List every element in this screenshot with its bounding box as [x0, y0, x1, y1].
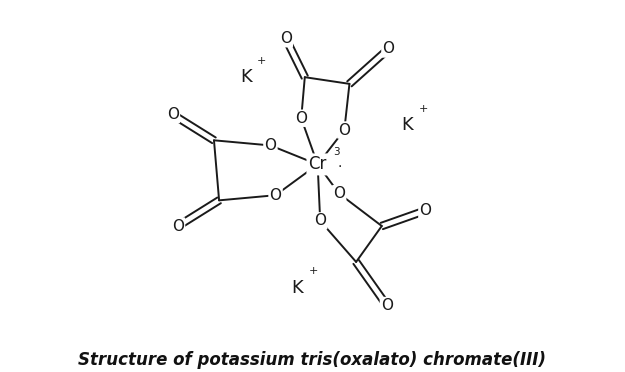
- Text: O: O: [382, 41, 394, 57]
- Text: +: +: [419, 104, 428, 113]
- Text: +: +: [257, 56, 266, 66]
- Text: Cr: Cr: [309, 155, 327, 173]
- Text: O: O: [172, 218, 184, 234]
- Text: O: O: [280, 31, 292, 46]
- Text: O: O: [295, 111, 308, 126]
- Text: O: O: [338, 122, 351, 138]
- Text: O: O: [167, 107, 179, 122]
- Text: K: K: [401, 116, 413, 134]
- Text: K: K: [291, 279, 303, 296]
- Text: O: O: [314, 214, 326, 228]
- Text: O: O: [419, 203, 431, 218]
- Text: O: O: [333, 186, 345, 201]
- Text: K: K: [240, 68, 252, 86]
- Text: O: O: [269, 188, 281, 203]
- Text: O: O: [264, 138, 276, 153]
- Text: +: +: [308, 266, 318, 276]
- Text: ·: ·: [337, 160, 341, 174]
- Text: Structure of potassium tris(oxalato) chromate(III): Structure of potassium tris(oxalato) chr…: [79, 351, 546, 369]
- Text: 3: 3: [333, 147, 339, 157]
- Text: O: O: [381, 298, 393, 313]
